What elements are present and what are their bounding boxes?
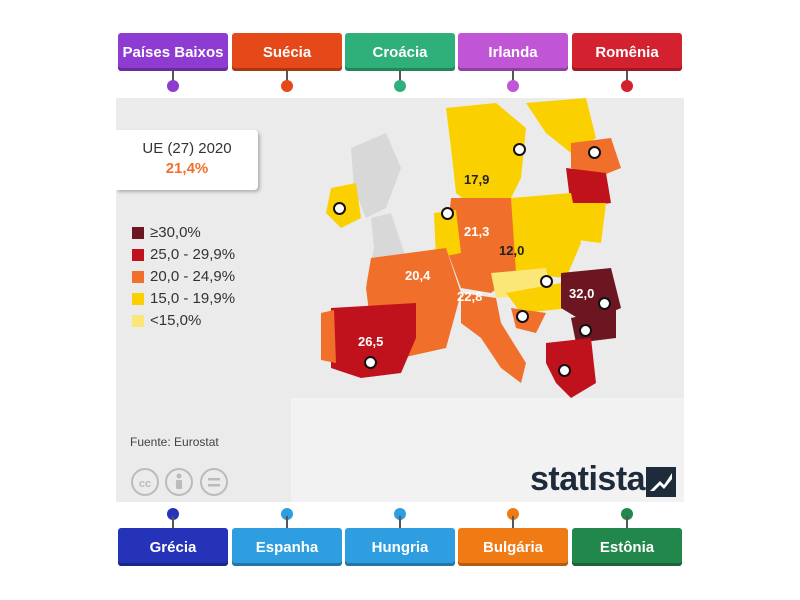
legend-label: ≥30,0% — [150, 224, 201, 241]
label-stem — [399, 516, 401, 528]
legend-swatch — [132, 226, 144, 239]
label-stem — [286, 516, 288, 528]
label-croatia[interactable]: Croácia — [345, 33, 455, 71]
drop-target-hungary[interactable] — [540, 275, 553, 288]
value-italy: 22,8 — [457, 289, 483, 304]
legend-label: 25,0 - 29,9% — [150, 246, 236, 263]
label-dot — [281, 80, 293, 92]
label-text: Irlanda — [488, 43, 538, 61]
legend-label: 20,0 - 24,9% — [150, 268, 236, 285]
label-bulgaria[interactable]: Bulgária — [458, 528, 568, 566]
label-estonia[interactable]: Estônia — [572, 528, 682, 566]
eu-summary-card: UE (27) 2020 21,4% — [116, 130, 258, 190]
label-dot — [394, 508, 406, 520]
drop-target-croatia[interactable] — [516, 310, 529, 323]
drop-target-sweden[interactable] — [513, 143, 526, 156]
drop-target-greece[interactable] — [558, 364, 571, 377]
drop-target-spain[interactable] — [364, 356, 377, 369]
label-sweden[interactable]: Suécia — [232, 33, 342, 71]
legend-item: 20,0 - 24,9% — [132, 268, 235, 285]
label-stem — [512, 71, 514, 83]
label-ireland[interactable]: Irlanda — [458, 33, 568, 71]
label-text: Romênia — [595, 43, 659, 61]
legend-item: 15,0 - 19,9% — [132, 290, 235, 307]
legend-item: 25,0 - 29,9% — [132, 246, 235, 263]
svg-text:cc: cc — [139, 478, 151, 490]
label-romania[interactable]: Romênia — [572, 33, 682, 71]
label-stem — [626, 71, 628, 83]
drop-target-latvia[interactable] — [588, 146, 601, 159]
label-stem — [512, 516, 514, 528]
label-dot — [621, 80, 633, 92]
drop-target-ireland[interactable] — [333, 202, 346, 215]
legend-swatch — [132, 292, 144, 305]
label-netherlands[interactable]: Países Baixos — [118, 33, 228, 71]
label-text: Bulgária — [482, 538, 543, 556]
label-text: Países Baixos — [122, 43, 224, 61]
europe-map — [116, 98, 684, 502]
label-stem — [399, 71, 401, 83]
label-text: Estônia — [599, 538, 655, 556]
label-hungary[interactable]: Hungria — [345, 528, 455, 566]
legend-item: <15,0% — [132, 312, 201, 329]
value-sweden: 17,9 — [464, 172, 490, 187]
no-derivatives-icon — [200, 468, 228, 496]
label-text: Croácia — [372, 43, 428, 61]
label-dot — [621, 508, 633, 520]
drop-target-netherlands[interactable] — [441, 207, 454, 220]
label-dot — [167, 508, 179, 520]
label-text: Suécia — [262, 43, 312, 61]
creative-commons-icon: cc — [131, 468, 159, 496]
legend-label: 15,0 - 19,9% — [150, 290, 236, 307]
value-poland: 12,0 — [499, 243, 525, 258]
legend-item: ≥30,0% — [132, 224, 201, 241]
label-dot — [507, 508, 519, 520]
label-text: Espanha — [255, 538, 319, 556]
value-germany: 21,3 — [464, 224, 490, 239]
summary-title: UE (27) 2020 — [142, 140, 232, 157]
statista-logo-text: statista — [530, 460, 646, 498]
attribution-icon — [165, 468, 193, 496]
label-spain[interactable]: Espanha — [232, 528, 342, 566]
source-text: Fuente: Eurostat — [130, 435, 219, 449]
label-dot — [167, 80, 179, 92]
summary-value: 21,4% — [165, 160, 209, 177]
label-dot — [394, 80, 406, 92]
label-dot — [507, 80, 519, 92]
label-stem — [172, 516, 174, 528]
map-image: UE (27) 2020 21,4% ≥30,0% 25,0 - 29,9% 2… — [116, 98, 684, 502]
label-text: Hungria — [371, 538, 429, 556]
label-stem — [172, 71, 174, 83]
label-greece[interactable]: Grécia — [118, 528, 228, 566]
legend-swatch — [132, 314, 144, 327]
label-stem — [626, 516, 628, 528]
label-stem — [286, 71, 288, 83]
statista-logo-icon — [646, 467, 676, 497]
value-spain: 26,5 — [358, 334, 384, 349]
value-france: 20,4 — [405, 268, 431, 283]
label-dot — [281, 508, 293, 520]
drop-target-romania[interactable] — [598, 297, 611, 310]
label-text: Grécia — [149, 538, 197, 556]
value-romania: 32,0 — [569, 286, 595, 301]
legend-label: <15,0% — [150, 312, 202, 329]
drop-target-bulgaria[interactable] — [579, 324, 592, 337]
legend-swatch — [132, 270, 144, 283]
legend-swatch — [132, 248, 144, 261]
